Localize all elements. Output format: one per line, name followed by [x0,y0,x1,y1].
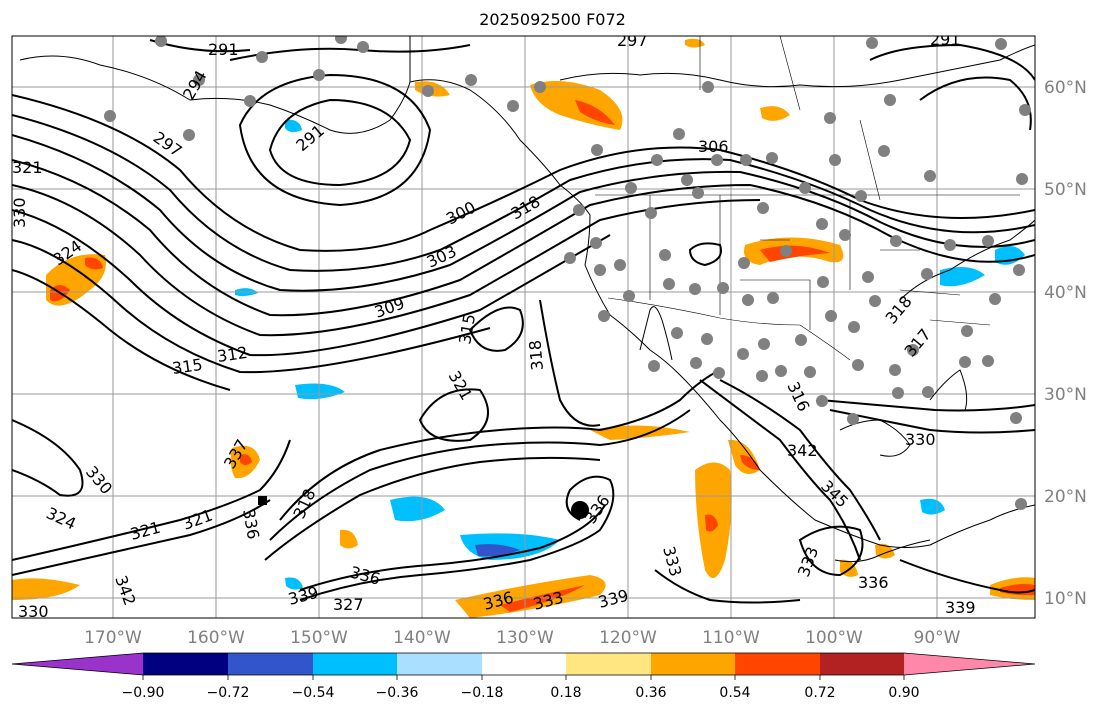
colorbar-tick-label: −0.54 [292,685,335,701]
longitude-label: 140°W [393,628,451,648]
colorbar-bin [397,653,482,675]
colorbar-tick-label: −0.36 [376,685,419,701]
longitude-label: 170°W [84,628,142,648]
latitude-label: 50°N [1044,180,1087,200]
longitude-label: 110°W [702,628,760,648]
low-marker [258,496,267,505]
contour-label: 300 [443,197,479,228]
contour-label: 318 [289,486,319,522]
longitude-label: 90°W [914,628,961,648]
contour-label: 330 [10,197,29,228]
contour-label: 297 [617,31,648,50]
colorbar-extend-low [12,653,143,675]
latitude-axis: 60°N 50°N 40°N 30°N 20°N 10°N [1044,78,1087,609]
colorbar-tick-label: 0.18 [550,685,581,701]
latitude-label: 60°N [1044,78,1087,98]
longitude-label: 100°W [805,628,863,648]
contour-label: 333 [659,544,685,578]
colorbar-tick-label: −0.72 [207,685,250,701]
contour-label: 336 [581,491,614,527]
contour-label: 318 [525,339,547,371]
latitude-label: 20°N [1044,487,1087,507]
contour-label: 336 [858,573,889,592]
cyclone-marker [571,501,589,519]
colorbar-tick-label: −0.18 [461,685,504,701]
contour-label: 339 [945,598,976,617]
colorbar-bin [566,653,651,675]
station-markers [104,36,1031,510]
latitude-label: 40°N [1044,283,1087,303]
colorbar-tick-label: 0.72 [804,685,835,701]
contour-label: 306 [698,137,729,156]
colorbar-bin [228,653,313,675]
contour-label: 327 [333,595,364,614]
latitude-label: 30°N [1044,385,1087,405]
longitude-label: 120°W [599,628,657,648]
contour-label: 318 [882,292,916,328]
longitude-label: 150°W [290,628,348,648]
map-frame [11,35,1036,619]
contour-label: 330 [82,462,116,498]
contour-label: 315 [171,355,204,378]
contour-label: 312 [216,343,249,366]
contour-label: 317 [901,325,935,361]
longitude-label: 160°W [187,628,245,648]
coastlines [19,36,1035,563]
contour-label: 316 [783,379,813,415]
colorbar-tick-label: 0.36 [635,685,666,701]
contour-label: 330 [18,602,49,621]
contour-label: 321 [12,158,43,177]
colorbar-tick-label: −0.90 [122,685,165,701]
contour-lines [12,39,1035,604]
contour-label: 321 [128,518,162,544]
colorbar-extend-high [904,653,1035,675]
political-borders [409,36,1020,361]
shading-layer [12,38,1035,618]
contour-label: 342 [111,573,139,608]
contour-label: 336 [239,507,263,540]
contour-label: 291 [208,40,239,59]
contour-label: 324 [43,503,79,533]
colorbar-bin [313,653,397,675]
contour-label: 330 [905,430,936,449]
longitude-label: 130°W [496,628,554,648]
latitude-label: 10°N [1044,589,1087,609]
colorbar-ticks [142,675,905,680]
colorbar-bin [735,653,820,675]
colorbar-tick-label: 0.54 [719,685,750,701]
contour-label: 291 [930,30,961,49]
contour-label: 321 [445,368,477,404]
colorbar-bin [143,653,228,675]
colorbar: −0.90 −0.72 −0.54 −0.36 −0.18 0.18 0.36 … [11,652,1036,701]
contour-label: 333 [794,544,822,579]
contour-label: 297 [150,128,186,161]
colorbar-tick-label: 0.90 [888,685,919,701]
map-title: 2025092500 F072 [479,10,626,29]
colorbar-bin [820,653,904,675]
longitude-axis: 170°W 160°W 150°W 140°W 130°W 120°W 110°… [84,628,961,648]
colorbar-bin [482,653,566,675]
contour-label: 309 [372,293,407,321]
colorbar-bin [651,653,735,675]
contour-label: 294 [179,67,211,103]
contour-label: 345 [817,476,852,511]
contour-label: 342 [787,441,818,460]
